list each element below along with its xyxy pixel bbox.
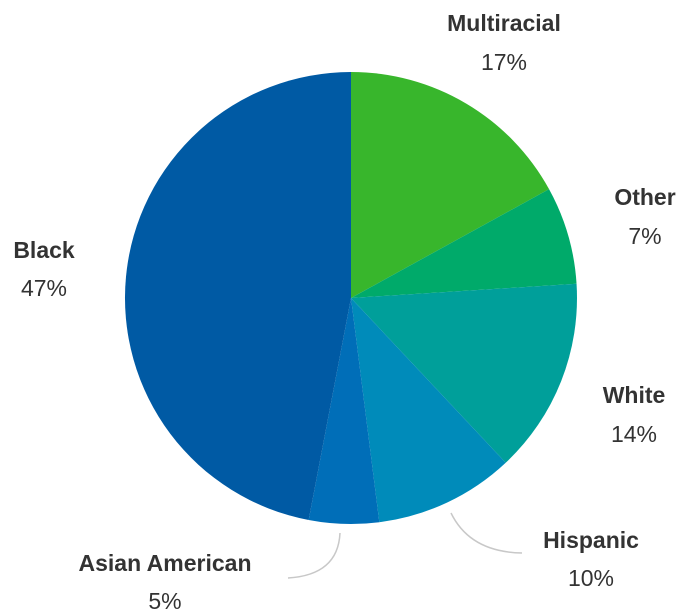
slice-label-black: Black [13, 237, 75, 263]
slice-label-white: White [603, 382, 666, 408]
slice-label-hispanic: Hispanic [543, 527, 639, 553]
pie-slice-white[interactable] [351, 283, 577, 463]
pie-slice-other[interactable] [351, 189, 577, 298]
slice-label-multiracial: Multiracial [447, 10, 561, 36]
slice-value-hispanic: 10% [568, 565, 614, 591]
leader-lines [287, 512, 523, 579]
leader-line-hispanic [450, 512, 523, 554]
pie-slice-black[interactable] [124, 72, 351, 520]
leader-line-asian-american [287, 532, 341, 579]
slice-value-white: 14% [611, 421, 657, 447]
pie-slice-hispanic[interactable] [351, 298, 506, 523]
pie-slice-asian-american[interactable] [308, 298, 380, 525]
slice-value-black: 47% [21, 275, 67, 301]
pie-slice-multiracial[interactable] [351, 71, 550, 298]
slice-label-other: Other [614, 184, 675, 210]
slice-value-other: 7% [628, 223, 661, 249]
pie-slices [124, 71, 577, 525]
slice-value-multiracial: 17% [481, 49, 527, 75]
slice-labels: Multiracial 17% Other 7% White 14% Hispanic 10%… [13, 10, 675, 614]
slice-value-asian-american: 5% [148, 588, 181, 614]
slice-label-asian-american: Asian American [79, 550, 252, 576]
